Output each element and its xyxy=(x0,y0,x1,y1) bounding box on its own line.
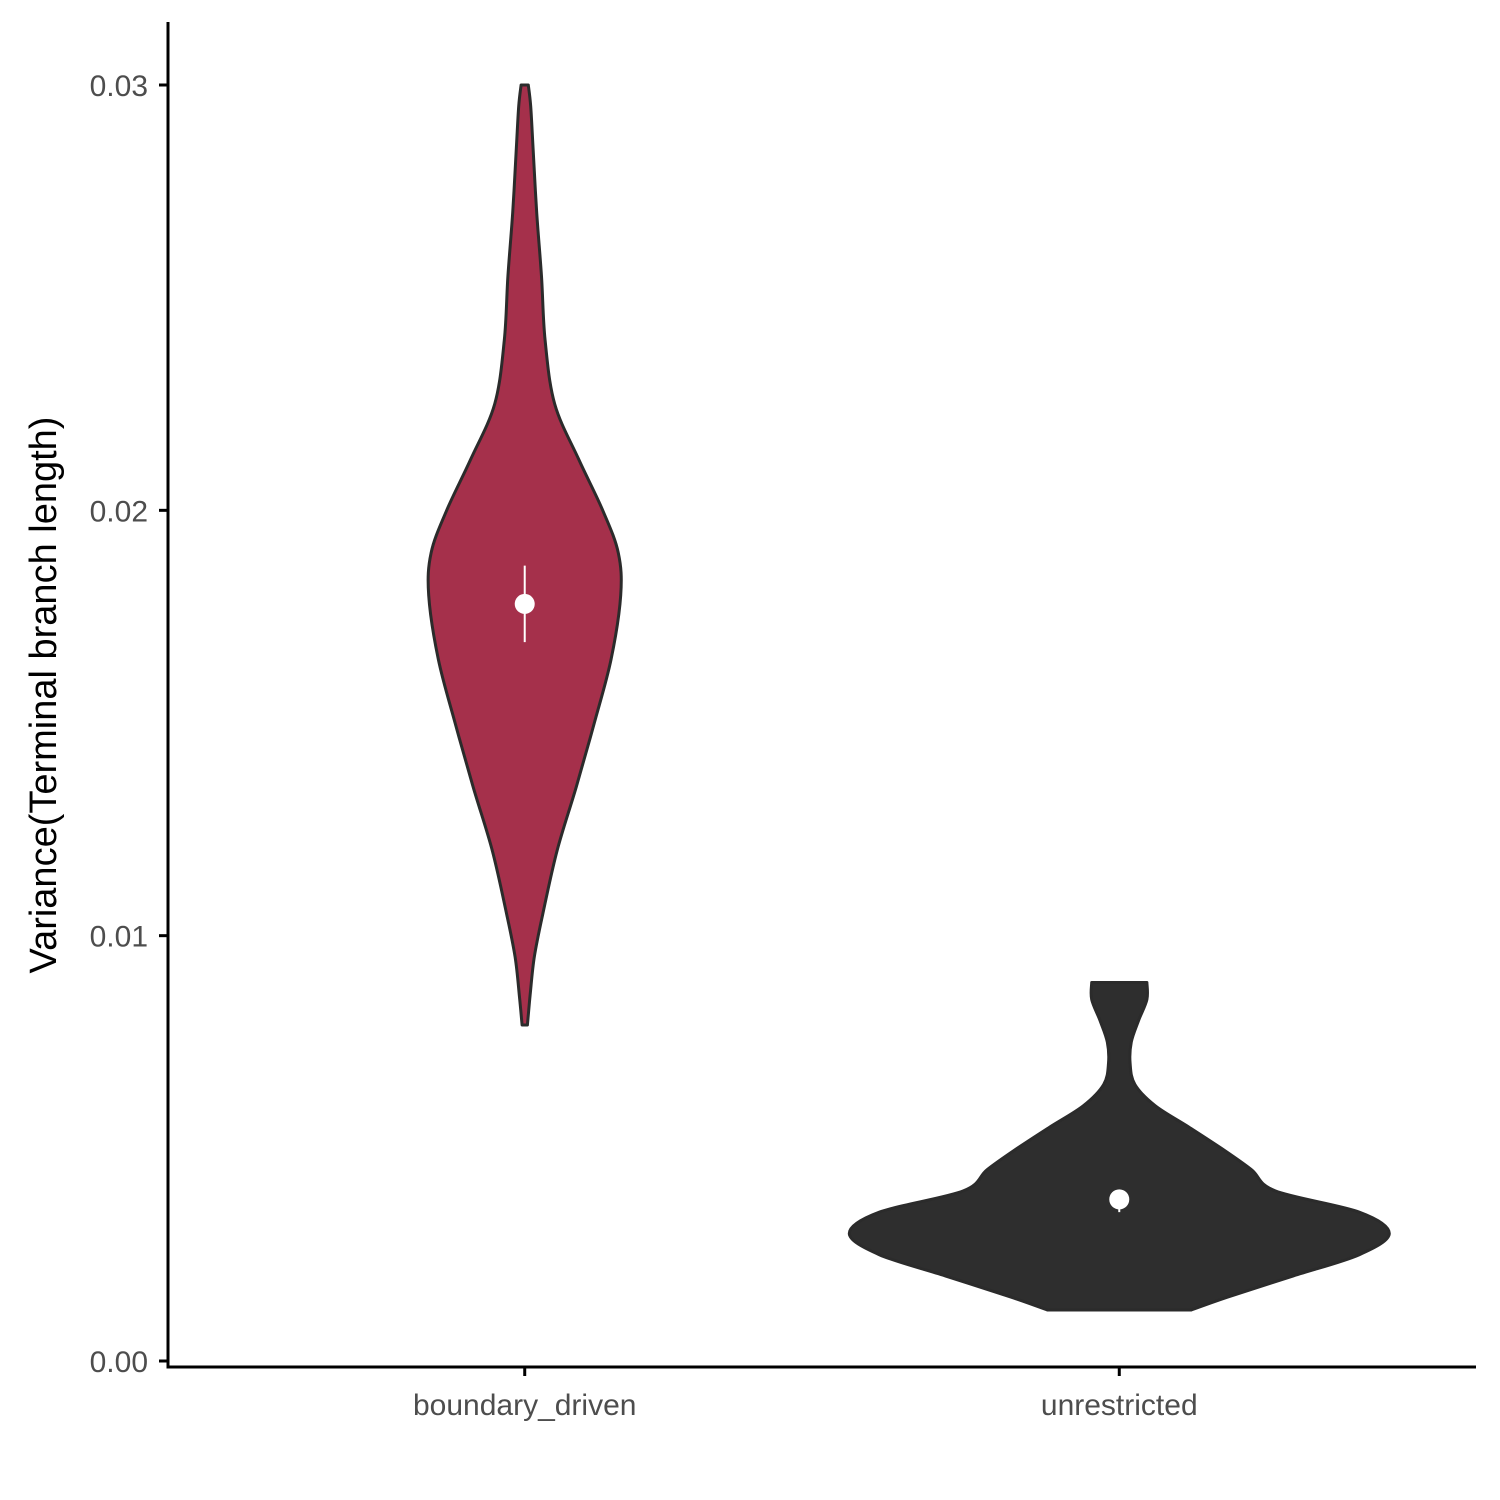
x-tick-label-boundary_driven: boundary_driven xyxy=(413,1389,637,1422)
violin-unrestricted xyxy=(847,981,1391,1312)
x-tick-label-unrestricted: unrestricted xyxy=(1041,1389,1198,1422)
y-tick-label: 0.01 xyxy=(90,921,148,954)
y-tick-label: 0.00 xyxy=(90,1346,148,1379)
mean-point-unrestricted xyxy=(1109,1189,1130,1210)
violins xyxy=(426,83,1391,1312)
violin-boundary_driven xyxy=(426,83,623,1027)
y-tick-label: 0.02 xyxy=(90,495,148,528)
y-axis-title: Variance(Terminal branch length) xyxy=(23,417,65,974)
axes: 0.00 0.01 0.02 0.03 boundary_driven unrestric… xyxy=(90,22,1476,1422)
mean-point-boundary_driven xyxy=(514,593,535,614)
y-tick-label: 0.03 xyxy=(90,70,148,103)
